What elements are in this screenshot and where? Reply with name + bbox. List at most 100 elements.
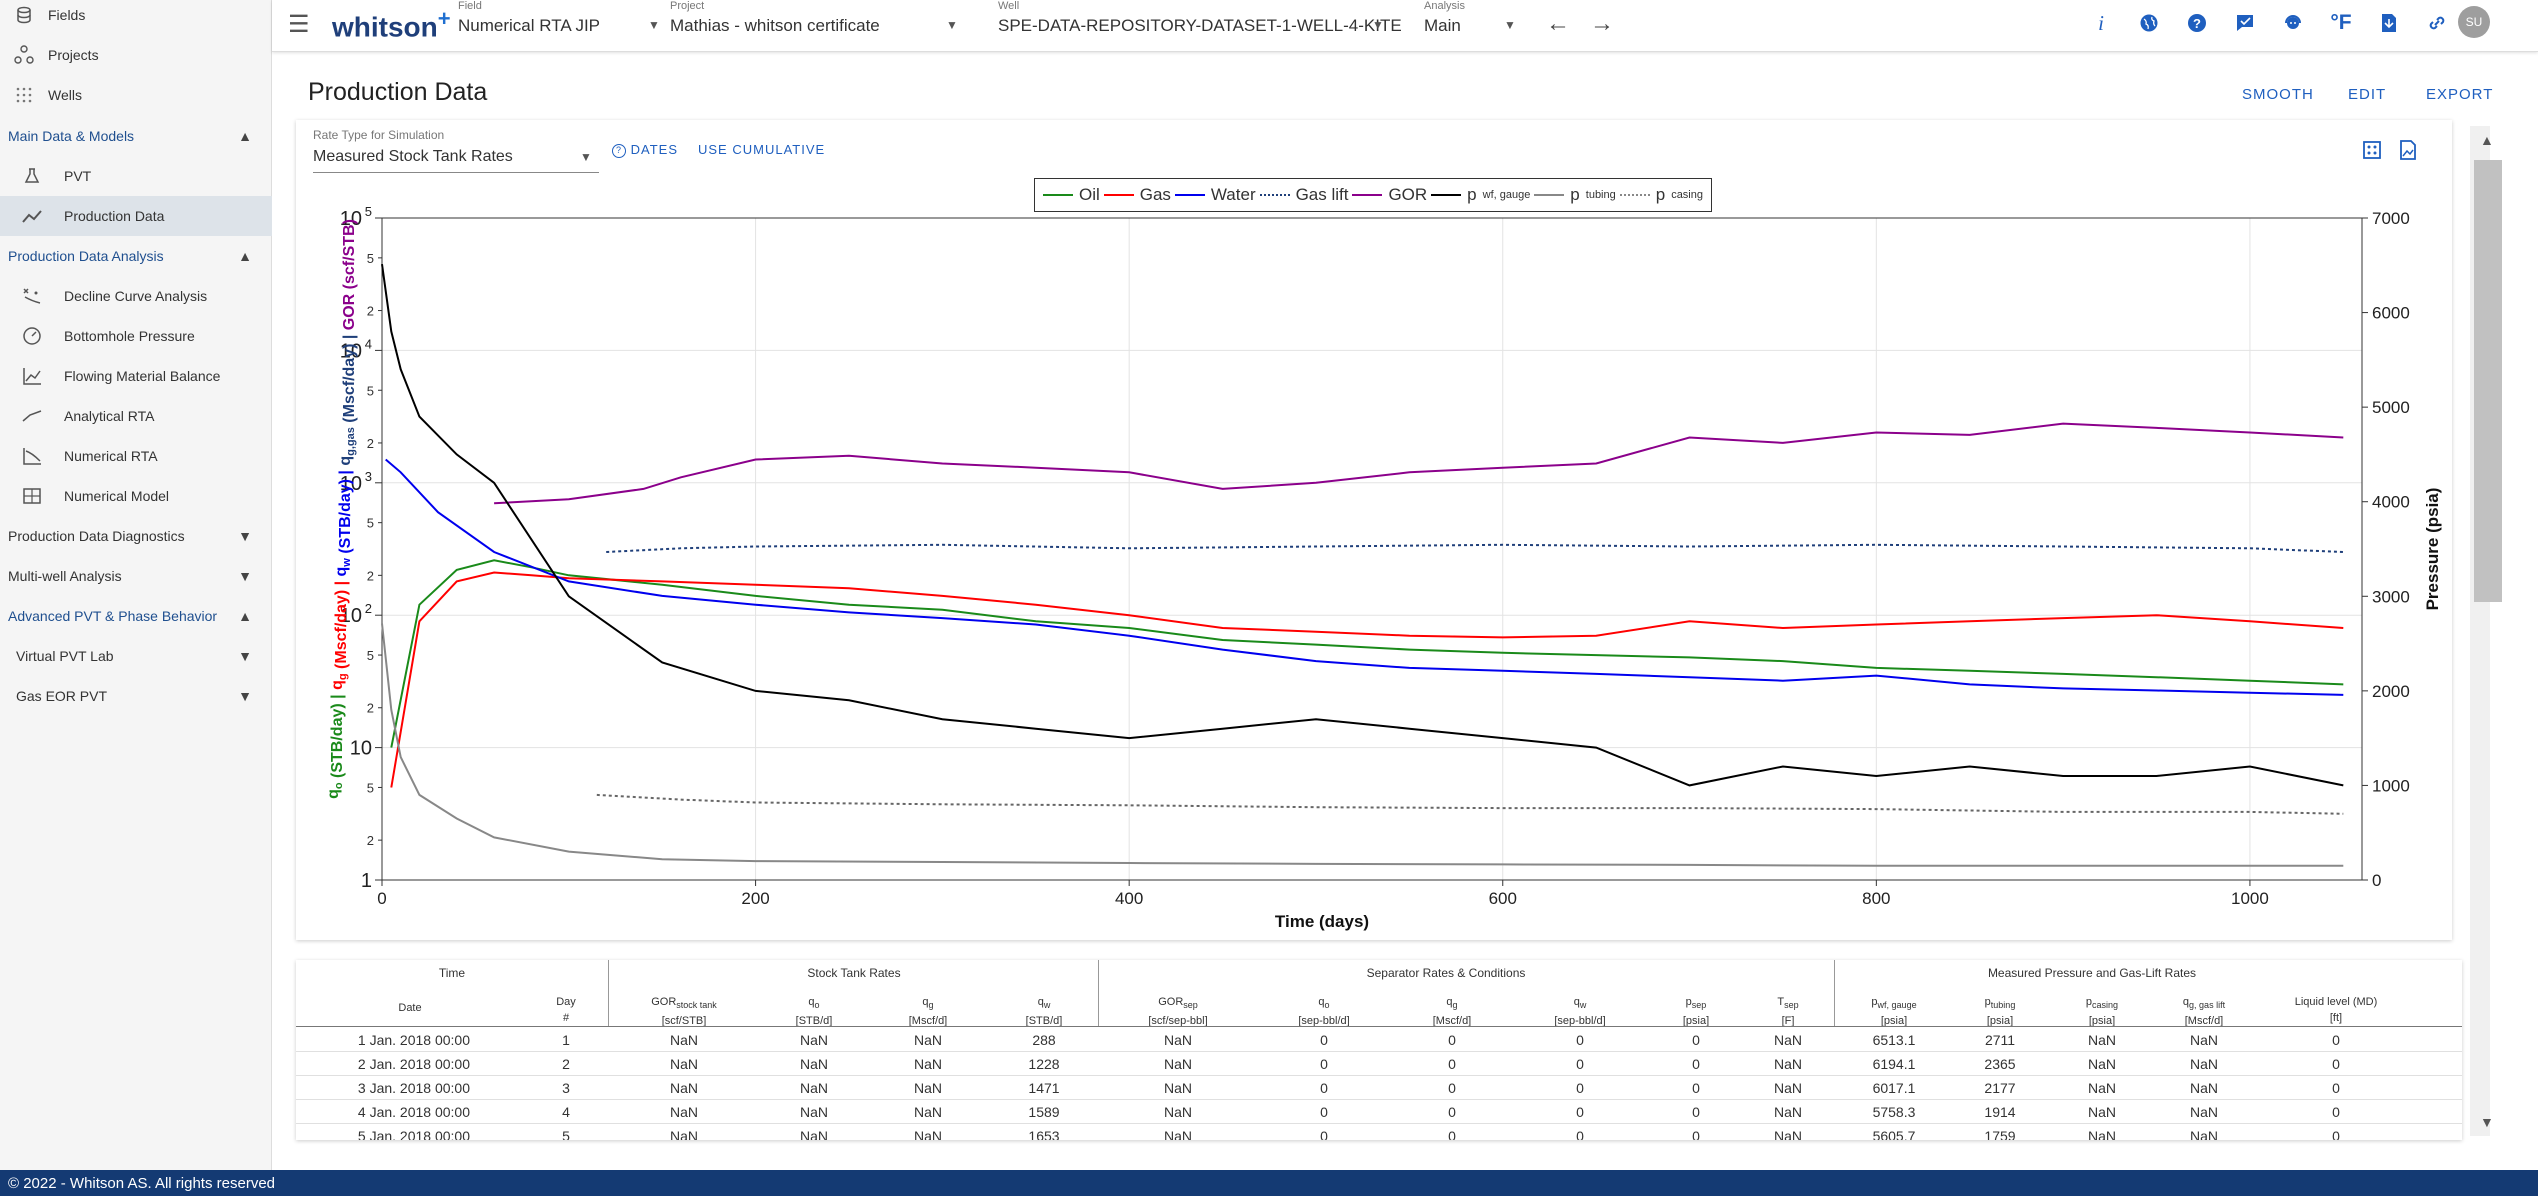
table-column-header[interactable]: Date bbox=[355, 1000, 465, 1016]
legend-item[interactable]: Water bbox=[1174, 185, 1256, 205]
table-cell: NaN bbox=[1773, 1104, 1802, 1120]
table-column-header[interactable]: qg [Mscf/d] bbox=[883, 994, 973, 1029]
section-production-data-diagnostics[interactable]: Production Data Diagnostics ▼ bbox=[0, 516, 272, 556]
globe-icon[interactable] bbox=[2134, 8, 2164, 38]
sidebar-item-gas-eor-pvt[interactable]: Gas EOR PVT ▼ bbox=[0, 676, 272, 716]
sidebar-item-numerical-model[interactable]: Numerical Model bbox=[0, 476, 272, 516]
sidebar-item-wells[interactable]: Wells bbox=[0, 75, 272, 115]
table-column-header[interactable]: qg, gas lift [Mscf/d] bbox=[2154, 994, 2254, 1029]
table-cell: 0 bbox=[1576, 1104, 1584, 1120]
table-column-header[interactable]: Day # bbox=[541, 994, 591, 1026]
project-select[interactable]: Project Mathias - whitson certificate ▼ bbox=[670, 0, 958, 50]
dates-button[interactable]: ? DATES bbox=[612, 142, 678, 158]
support-agent-icon[interactable] bbox=[2278, 8, 2308, 38]
chevron-up-icon: ▲ bbox=[238, 248, 252, 264]
sidebar-item-projects[interactable]: Projects bbox=[0, 35, 272, 75]
table-row[interactable]: 5 Jan. 2018 00:00 5 NaN NaN NaN 1653 NaN 0 0 0 0 Na… bbox=[296, 1124, 2462, 1140]
column-name: p bbox=[2085, 996, 2093, 1008]
well-select[interactable]: Well SPE-DATA-REPOSITORY-DATASET-1-WELL-… bbox=[998, 0, 1402, 50]
table-column-header[interactable]: qo [sep-bbl/d] bbox=[1274, 994, 1374, 1029]
section-advanced-pvt[interactable]: Advanced PVT & Phase Behavior ▲ bbox=[0, 596, 272, 636]
image-export-icon[interactable] bbox=[2394, 136, 2422, 164]
sidebar-item-pvt[interactable]: PVT bbox=[0, 156, 272, 196]
table-column-header[interactable]: pcasing [psia] bbox=[2062, 994, 2142, 1029]
table-column-header[interactable]: psep [psia] bbox=[1656, 994, 1736, 1029]
fit-screen-icon[interactable] bbox=[2358, 136, 2386, 164]
column-name-sub: g bbox=[928, 1000, 934, 1011]
table-column-header[interactable]: GORstock tank [scf/STB] bbox=[624, 994, 744, 1029]
legend-item[interactable]: p wf, gauge bbox=[1431, 185, 1530, 205]
table-column-header[interactable]: ptubing [psia] bbox=[1960, 994, 2040, 1029]
field-select[interactable]: Field Numerical RTA JIP ▼ bbox=[458, 0, 660, 50]
table-column-header[interactable]: qg [Mscf/d] bbox=[1402, 994, 1502, 1029]
sidebar-item-production-data[interactable]: Production Data bbox=[0, 196, 272, 236]
trend-line-icon bbox=[0, 408, 64, 424]
back-arrow-icon[interactable]: ← bbox=[1546, 10, 1570, 37]
table-column-header[interactable]: GORsep [scf/sep-bbl] bbox=[1113, 994, 1243, 1029]
legend-label: p bbox=[1467, 185, 1477, 204]
help-icon[interactable]: ? bbox=[2182, 8, 2212, 38]
table-cell: 6194.1 bbox=[1872, 1056, 1916, 1072]
use-cumulative-button[interactable]: USE CUMULATIVE bbox=[698, 142, 826, 157]
y-axis-label-part: o bbox=[333, 782, 345, 789]
x-tick-label: 1000 bbox=[2231, 889, 2269, 908]
legend-item[interactable]: Gas bbox=[1103, 185, 1171, 205]
scroll-down-arrow-icon[interactable]: ▼ bbox=[2480, 1114, 2494, 1130]
sidebar-item-virtual-pvt-lab[interactable]: Virtual PVT Lab ▼ bbox=[0, 636, 272, 676]
legend-item[interactable]: p casing bbox=[1619, 185, 1703, 205]
feedback-icon[interactable] bbox=[2230, 8, 2260, 38]
table-column-header[interactable]: pwf, gauge [psia] bbox=[1839, 994, 1949, 1029]
sidebar-item-decline-curve-analysis[interactable]: Decline Curve Analysis bbox=[0, 276, 272, 316]
table-column-header[interactable]: Tsep [F] bbox=[1758, 994, 1818, 1029]
table-row[interactable]: 1 Jan. 2018 00:00 1 NaN NaN NaN 288 NaN 0 0 0 0 NaN… bbox=[296, 1028, 2462, 1052]
sidebar-item-fields[interactable]: Fields bbox=[0, 0, 272, 35]
y-axis-label-part: g bbox=[337, 673, 349, 680]
sidebar-item-label: Bottomhole Pressure bbox=[64, 328, 195, 344]
analysis-select[interactable]: Analysis Main ▼ bbox=[1424, 0, 1534, 50]
table-column-header[interactable]: qw [sep-bbl/d] bbox=[1530, 994, 1630, 1029]
section-main-data-models[interactable]: Main Data & Models ▲ bbox=[0, 116, 272, 156]
table-group-header: Time bbox=[438, 966, 466, 980]
table-cell: 5 bbox=[562, 1128, 570, 1140]
avatar[interactable]: SU bbox=[2458, 6, 2490, 38]
info-icon[interactable]: i bbox=[2098, 10, 2104, 35]
table-column-header[interactable]: Liquid level (MD) [ft] bbox=[2281, 994, 2391, 1026]
link-icon[interactable] bbox=[2422, 8, 2452, 38]
table-row[interactable]: 4 Jan. 2018 00:00 4 NaN NaN NaN 1589 NaN 0 0 0 0 Na… bbox=[296, 1100, 2462, 1124]
download-icon[interactable] bbox=[2374, 8, 2404, 38]
table-cell: 0 bbox=[2332, 1056, 2340, 1072]
forward-arrow-icon[interactable]: → bbox=[1590, 10, 1614, 37]
export-button[interactable]: EXPORT bbox=[2426, 86, 2494, 103]
caret-down-icon: ▼ bbox=[648, 18, 660, 32]
legend-item[interactable]: p tubing bbox=[1534, 185, 1616, 205]
table-row[interactable]: 3 Jan. 2018 00:00 3 NaN NaN NaN 1471 NaN 0 0 0 0 Na… bbox=[296, 1076, 2462, 1100]
sidebar-item-label: Numerical Model bbox=[64, 488, 170, 504]
table-column-header[interactable]: qw [STB/d] bbox=[999, 994, 1089, 1029]
table-row[interactable]: 2 Jan. 2018 00:00 2 NaN NaN NaN 1228 NaN 0 0 0 0 Na… bbox=[296, 1052, 2462, 1076]
page-scrollbar-thumb[interactable] bbox=[2474, 160, 2502, 602]
legend-item[interactable]: GOR bbox=[1352, 185, 1427, 205]
edit-button[interactable]: EDIT bbox=[2348, 86, 2387, 103]
rate-type-select[interactable]: Measured Stock Tank Rates bbox=[313, 148, 513, 165]
sidebar-item-analytical-rta[interactable]: Analytical RTA bbox=[0, 396, 272, 436]
scroll-up-arrow-icon[interactable]: ▲ bbox=[2480, 132, 2494, 148]
smooth-button[interactable]: SMOOTH bbox=[2242, 86, 2314, 103]
legend-item[interactable]: Oil bbox=[1042, 185, 1100, 205]
legend-item[interactable]: Gas lift bbox=[1259, 185, 1348, 205]
numerical-rta-icon bbox=[0, 447, 64, 465]
caret-down-icon[interactable]: ▼ bbox=[580, 150, 592, 164]
table-column-header[interactable]: qo [STB/d] bbox=[769, 994, 859, 1029]
sidebar-item-flowing-material-balance[interactable]: Flowing Material Balance bbox=[0, 356, 272, 396]
sidebar-item-numerical-rta[interactable]: Numerical RTA bbox=[0, 436, 272, 476]
sidebar-item-bottomhole-pressure[interactable]: Bottomhole Pressure bbox=[0, 316, 272, 356]
y-minor-tick-label: 5 bbox=[367, 251, 374, 266]
temperature-unit-toggle[interactable]: °F bbox=[2330, 11, 2352, 34]
table-cell: NaN bbox=[2087, 1032, 2116, 1048]
chart-legend[interactable]: Oil Gas Water Gas lift GOR p wf, gauge p tubing p… bbox=[1034, 178, 1712, 212]
section-multi-well-analysis[interactable]: Multi-well Analysis ▼ bbox=[0, 556, 272, 596]
hamburger-menu-icon[interactable]: ☰ bbox=[288, 11, 310, 38]
legend-label-sub: wf, gauge bbox=[1482, 189, 1531, 201]
series-line-gor bbox=[494, 422, 2344, 505]
section-production-data-analysis[interactable]: Production Data Analysis ▲ bbox=[0, 236, 272, 276]
